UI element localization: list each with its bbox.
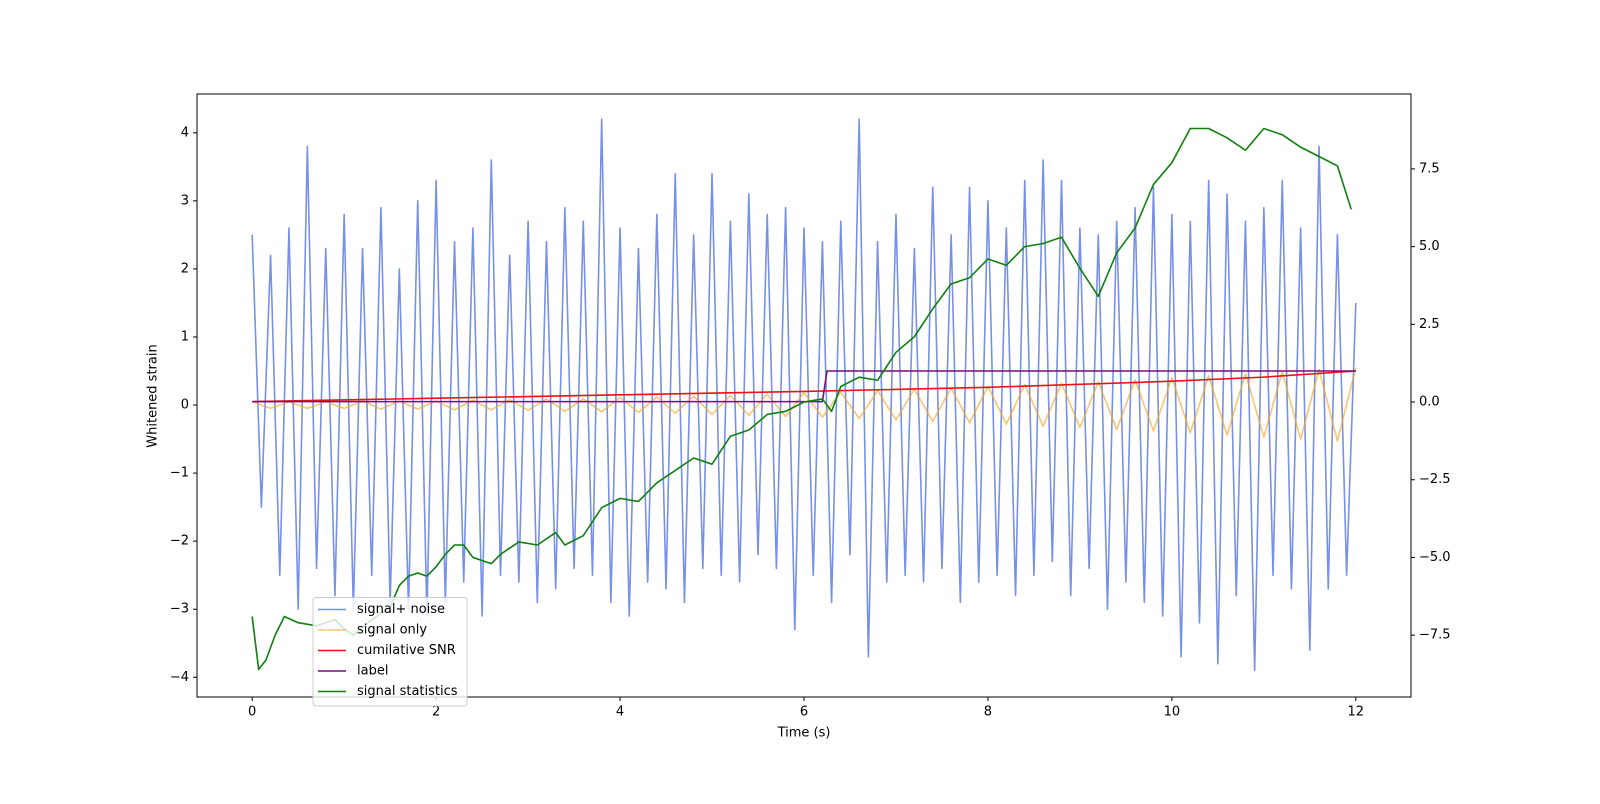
x-tick-label: 2 [432,705,440,720]
y2-tick-label: −7.5 [1419,628,1451,643]
plot-area [251,118,1357,672]
y-tick-label: 3 [181,193,189,208]
y-tick-label: 4 [181,125,189,140]
series-line [252,370,1356,403]
x-tick-label: 8 [984,705,992,720]
axes: 0 2 4 6 8 10 12−4−3−2−101234−7.5−5.0−2.50.02.5… [170,125,1451,719]
y-tick-label: −4 [170,670,189,685]
y-tick-label: 0 [181,398,189,413]
x-tick-label: 4 [616,705,624,720]
series-line [251,118,1357,672]
legend-label: label [357,664,388,679]
x-tick-label: 0 [248,705,256,720]
x-axis-label: Time (s) [777,726,831,741]
y2-tick-label: 0.0 [1419,395,1440,410]
y2-tick-label: 2.5 [1419,317,1440,332]
y-tick-label: −2 [170,534,189,549]
y2-tick-label: 5.0 [1419,239,1440,254]
y2-tick-label: 7.5 [1419,161,1440,176]
legend: signal+ noise signal only cumilative SNR la… [312,597,468,707]
legend-label: cumilative SNR [357,643,456,658]
x-tick-label: 10 [1164,705,1181,720]
y-tick-label: −1 [170,466,189,481]
y-axis-label: Whitened strain [146,344,161,447]
y2-tick-label: −5.0 [1419,550,1451,565]
legend-label: signal only [357,623,427,638]
series-line [251,127,1352,671]
series-line [252,370,1356,403]
y-tick-label: −3 [170,602,189,617]
legend-label: signal statistics [357,684,458,699]
x-tick-label: 12 [1348,705,1365,720]
y-tick-label: 1 [181,329,189,344]
x-tick-label: 6 [800,705,808,720]
legend-label: signal+ noise [357,602,445,617]
y-tick-label: 2 [181,261,189,276]
legend-box [312,597,468,707]
y2-tick-label: −2.5 [1419,472,1451,487]
